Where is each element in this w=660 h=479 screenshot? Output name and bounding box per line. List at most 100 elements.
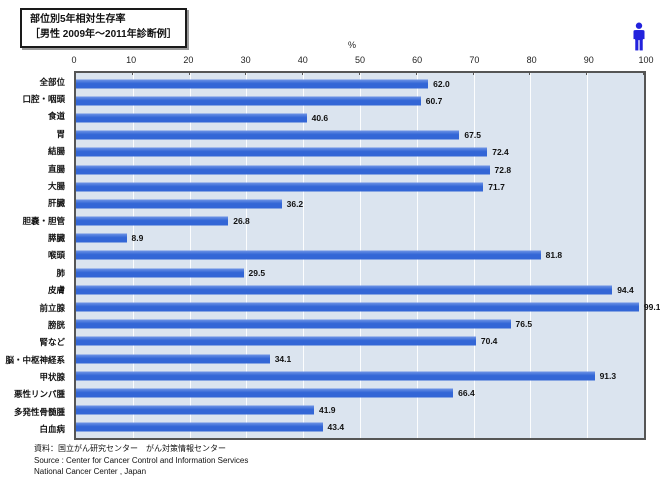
category-label: 皮膚 [47, 285, 65, 296]
bar-value-label: 60.7 [425, 95, 443, 106]
survival-bar [76, 336, 476, 346]
chart-title: 部位別5年相対生存率 [30, 14, 126, 25]
bar-value-label: 40.6 [311, 112, 329, 123]
bar-row: 81.8 [76, 247, 644, 264]
survival-bar [76, 405, 314, 415]
category-label: 胃 [56, 128, 65, 139]
chart-subtitle: ［男性 2009年～2011年診断例］ [30, 28, 177, 40]
survival-bar [76, 165, 490, 175]
plot-area: 62.0 60.7 40.6 67.5 72.4 72.8 71.7 36.2 26.8 8.9 8… [74, 71, 660, 440]
category-label: 大腸 [47, 180, 65, 191]
bar-value-label: 67.5 [464, 130, 481, 141]
category-label: 多発性骨髄腫 [13, 406, 65, 417]
bar-rows: 62.0 60.7 40.6 67.5 72.4 72.8 71.7 36.2 26.8 8.9 8… [76, 73, 660, 438]
x-axis-tick-label: 50 [354, 55, 366, 65]
bar-row: 67.5 [76, 127, 644, 144]
survival-bar [76, 388, 454, 398]
bar-value-label: 26.8 [233, 216, 250, 227]
bar-row: 29.5 [76, 264, 644, 281]
bar-row: 43.4 [76, 419, 644, 436]
bar-value-label: 71.7 [488, 181, 505, 192]
bar-row: 71.7 [76, 178, 644, 195]
survival-bar [76, 268, 244, 278]
survival-bar [76, 285, 613, 295]
category-label: 肝臓 [47, 198, 65, 209]
footer-source-ja: 資料：国立がん研究センター がん対策情報センター [34, 444, 226, 453]
bar-row: 26.8 [76, 213, 644, 230]
x-axis-tick-label: 20 [183, 55, 194, 65]
bar-value-label: 66.4 [458, 387, 475, 398]
x-axis-tick-label: 70 [469, 55, 480, 65]
axis-tickmark [643, 72, 644, 75]
bar-row: 72.8 [76, 161, 644, 178]
category-label: 前立腺 [39, 302, 65, 313]
bar-value-label: 99.1 [643, 302, 660, 313]
category-label: 肺 [56, 267, 65, 278]
survival-bar [76, 422, 323, 432]
category-label: 全部位 [39, 76, 65, 87]
axis-tickmark [245, 72, 247, 75]
axis-tickmark [131, 72, 133, 75]
x-axis-tick-label: 100 [638, 55, 654, 65]
bar-value-label: 41.9 [318, 405, 336, 416]
x-axis-tick-label: 60 [412, 55, 423, 65]
bar-value-label: 43.4 [327, 422, 345, 433]
survival-bar [76, 319, 511, 329]
bar-value-label: 36.2 [286, 198, 304, 209]
bar-value-label: 81.8 [545, 250, 563, 261]
survival-bar [76, 250, 541, 260]
category-label: 胆嚢・胆管 [22, 215, 65, 226]
survival-bar [76, 96, 421, 106]
axis-tickmark [302, 72, 304, 75]
survival-bar [76, 113, 307, 123]
survival-bar [76, 302, 639, 312]
bar-row: 41.9 [76, 402, 644, 419]
category-label: 食道 [47, 111, 65, 122]
bar-row: 62.0 [76, 75, 644, 92]
category-label: 結腸 [47, 146, 65, 157]
survival-bar [76, 199, 282, 209]
axis-unit-label: % [348, 40, 357, 50]
axis-tickmark [188, 72, 190, 75]
footer-source-en-1: Source : Center for Cancer Control and I… [34, 455, 249, 465]
bar-value-label: 94.4 [617, 284, 634, 295]
x-axis-tick-label: 80 [526, 55, 537, 65]
bar-row: 70.4 [76, 333, 644, 350]
axis-tickmark [415, 72, 417, 75]
survival-bar [76, 147, 488, 157]
survival-bar [76, 130, 460, 140]
survival-bar [76, 371, 595, 381]
bar-row: 34.1 [76, 350, 644, 367]
bar-row: 36.2 [76, 195, 644, 212]
footer: 資料：国立がん研究センター がん対策情報センター Source : Center… [34, 443, 248, 478]
bar-row: 8.9 [76, 230, 644, 247]
survival-bar [76, 182, 484, 192]
bar-row: 91.3 [76, 367, 644, 384]
bar-value-label: 70.4 [480, 336, 498, 347]
category-label: 腎など [39, 337, 65, 348]
axis-tickmark [586, 72, 588, 75]
category-label: 脳・中枢神経系 [5, 354, 65, 365]
male-figure-icon [633, 22, 645, 51]
category-label: 膵臓 [47, 233, 65, 244]
bar-value-label: 72.8 [494, 164, 512, 175]
bar-value-label: 34.1 [274, 353, 292, 364]
axis-tickmark [529, 72, 531, 75]
survival-bar [76, 354, 270, 364]
x-axis-tick-labels: 0 10 20 30 40 50 60 70 80 90 100 [71, 55, 653, 67]
x-axis-tick-label: 10 [126, 55, 137, 65]
bar-row: 72.4 [76, 144, 644, 161]
bar-value-label: 72.4 [492, 147, 509, 158]
survival-bar [76, 233, 127, 243]
category-label: 悪性リンパ腫 [13, 389, 65, 400]
bar-value-label: 76.5 [515, 319, 533, 330]
category-label: 甲状腺 [39, 372, 65, 383]
footer-source-en-2: National Cancer Center , Japan [34, 467, 147, 477]
category-label: 直腸 [47, 163, 65, 174]
survival-bar [76, 79, 429, 89]
bar-row: 66.4 [76, 384, 644, 401]
x-axis-tick-label: 90 [583, 55, 594, 65]
bar-row: 99.1 [76, 298, 660, 315]
category-label: 喉頭 [47, 250, 65, 261]
